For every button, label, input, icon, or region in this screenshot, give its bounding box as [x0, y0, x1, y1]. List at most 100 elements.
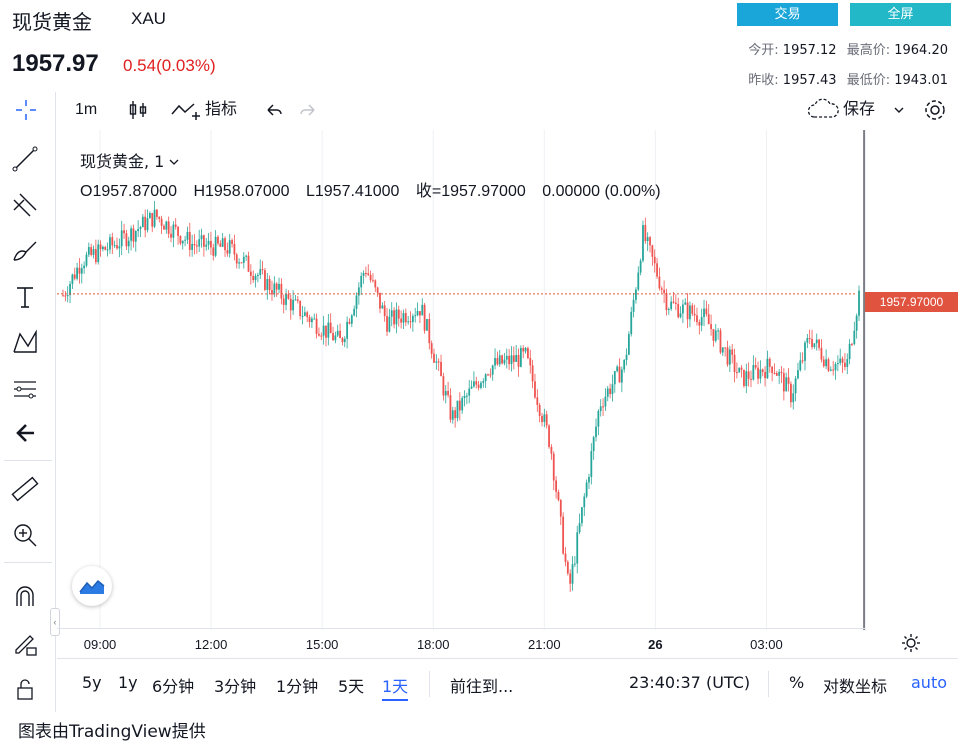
chevron-down-icon[interactable]: [169, 157, 179, 167]
range-5d[interactable]: 5天: [338, 677, 365, 696]
log-scale-toggle[interactable]: 对数坐标: [823, 677, 888, 696]
candle-body: [714, 330, 717, 341]
candle-body: [743, 369, 745, 387]
candle-body: [785, 377, 788, 392]
redo-icon[interactable]: [298, 92, 318, 130]
legend-change: 0.00000 (0.00%): [542, 183, 661, 200]
range-1min[interactable]: 1分钟: [276, 677, 319, 696]
axis-settings-icon[interactable]: [900, 632, 922, 654]
range-3min[interactable]: 3分钟: [214, 677, 257, 696]
candle-body: [310, 318, 313, 323]
time-axis[interactable]: 09:00 12:00 15:00 18:00 21:00 26 03:00: [57, 628, 865, 658]
candle-body: [569, 573, 572, 584]
price-chart[interactable]: [57, 130, 958, 630]
candle-body: [308, 317, 311, 323]
interval-button[interactable]: 1m: [75, 101, 98, 118]
candle-body: [672, 301, 675, 303]
candle-body: [820, 347, 823, 360]
candle-body: [775, 373, 778, 376]
candle-body: [794, 378, 797, 394]
pattern-icon[interactable]: [6, 324, 44, 362]
candle-body: [327, 322, 330, 338]
candle-body: [583, 496, 586, 508]
zoom-in-icon[interactable]: [6, 516, 44, 554]
lock-drawing-icon[interactable]: [6, 624, 44, 662]
candle-body: [508, 355, 511, 365]
cloud-icon[interactable]: [806, 92, 840, 130]
candle-body: [519, 348, 522, 367]
save-button[interactable]: 保存: [843, 101, 876, 118]
candle-body: [458, 400, 461, 411]
candle-body: [397, 309, 400, 319]
tool-divider: [4, 460, 52, 461]
range-5y[interactable]: 5y: [82, 673, 102, 692]
candle-body: [207, 240, 210, 245]
candle-body: [73, 274, 76, 279]
candle-body: [764, 372, 766, 379]
candle-body: [191, 243, 194, 250]
magnet-icon[interactable]: [6, 578, 44, 616]
candle-body: [581, 507, 583, 524]
candle-body: [627, 334, 630, 355]
candle-body: [712, 329, 715, 341]
auto-scale-toggle[interactable]: auto: [911, 673, 948, 692]
candle-body: [275, 283, 278, 290]
indicators-icon[interactable]: [170, 92, 202, 130]
stats-row-open-high: 今开: 1957.12 最高价: 1964.20: [748, 39, 948, 58]
candle-body: [442, 376, 445, 396]
candle-body: [170, 233, 172, 238]
back-arrow-icon[interactable]: [6, 414, 44, 452]
tradingview-logo-icon[interactable]: [72, 566, 112, 606]
candle-body: [804, 342, 806, 361]
candle-body: [555, 480, 557, 492]
brush-icon[interactable]: [6, 232, 44, 270]
percent-scale-toggle[interactable]: %: [789, 673, 805, 692]
measure-levels-icon[interactable]: [6, 370, 44, 408]
trade-button[interactable]: 交易: [737, 3, 838, 26]
utc-clock[interactable]: 23:40:37 (UTC): [629, 673, 751, 692]
unlock-icon[interactable]: [6, 670, 44, 708]
text-tool-icon[interactable]: [6, 278, 44, 316]
crosshair-icon[interactable]: [10, 92, 42, 130]
trend-line-icon[interactable]: [6, 140, 44, 178]
range-1y[interactable]: 1y: [118, 673, 138, 692]
candle-body: [240, 262, 243, 264]
ruler-icon[interactable]: [6, 470, 44, 508]
candle-body: [656, 263, 658, 277]
legend-title[interactable]: 现货黄金, 1: [80, 148, 179, 172]
candle-body: [249, 271, 252, 276]
candle-body: [761, 369, 764, 373]
fullscreen-button[interactable]: 全屏: [850, 3, 951, 26]
indicators-button[interactable]: 指标: [205, 101, 238, 118]
low-label: 最低价:: [846, 73, 891, 88]
range-1d[interactable]: 1天: [382, 673, 409, 701]
candle-body: [407, 321, 410, 323]
settings-gear-icon[interactable]: [920, 92, 950, 130]
goto-date-button[interactable]: 前往到...: [450, 677, 514, 696]
price-change: 0.54(0.03%): [123, 56, 216, 75]
time-tick-label: 26: [648, 637, 663, 652]
candle-body: [710, 324, 712, 330]
chevron-down-icon[interactable]: [893, 92, 905, 130]
candle-body: [738, 367, 741, 373]
collapse-handle[interactable]: ‹: [50, 608, 60, 636]
range-6min[interactable]: 6分钟: [152, 677, 195, 696]
candle-body: [87, 247, 90, 255]
candle-body: [242, 256, 245, 263]
last-price-tag: 1957.97000: [865, 292, 958, 312]
candle-body: [233, 243, 236, 255]
candle-body: [245, 255, 248, 257]
candle-body: [637, 272, 640, 290]
pitchfork-icon[interactable]: [6, 186, 44, 224]
candle-body: [158, 216, 161, 219]
candle-body: [393, 310, 395, 325]
candle-body: [325, 325, 327, 338]
undo-icon[interactable]: [264, 92, 284, 130]
candle-body: [386, 316, 388, 332]
candle-body: [644, 225, 647, 242]
legend-open: O1957.87000: [80, 183, 177, 200]
candle-body: [421, 304, 424, 316]
candle-body: [256, 275, 259, 277]
candle-body: [332, 333, 334, 341]
candles-icon[interactable]: [127, 92, 149, 130]
